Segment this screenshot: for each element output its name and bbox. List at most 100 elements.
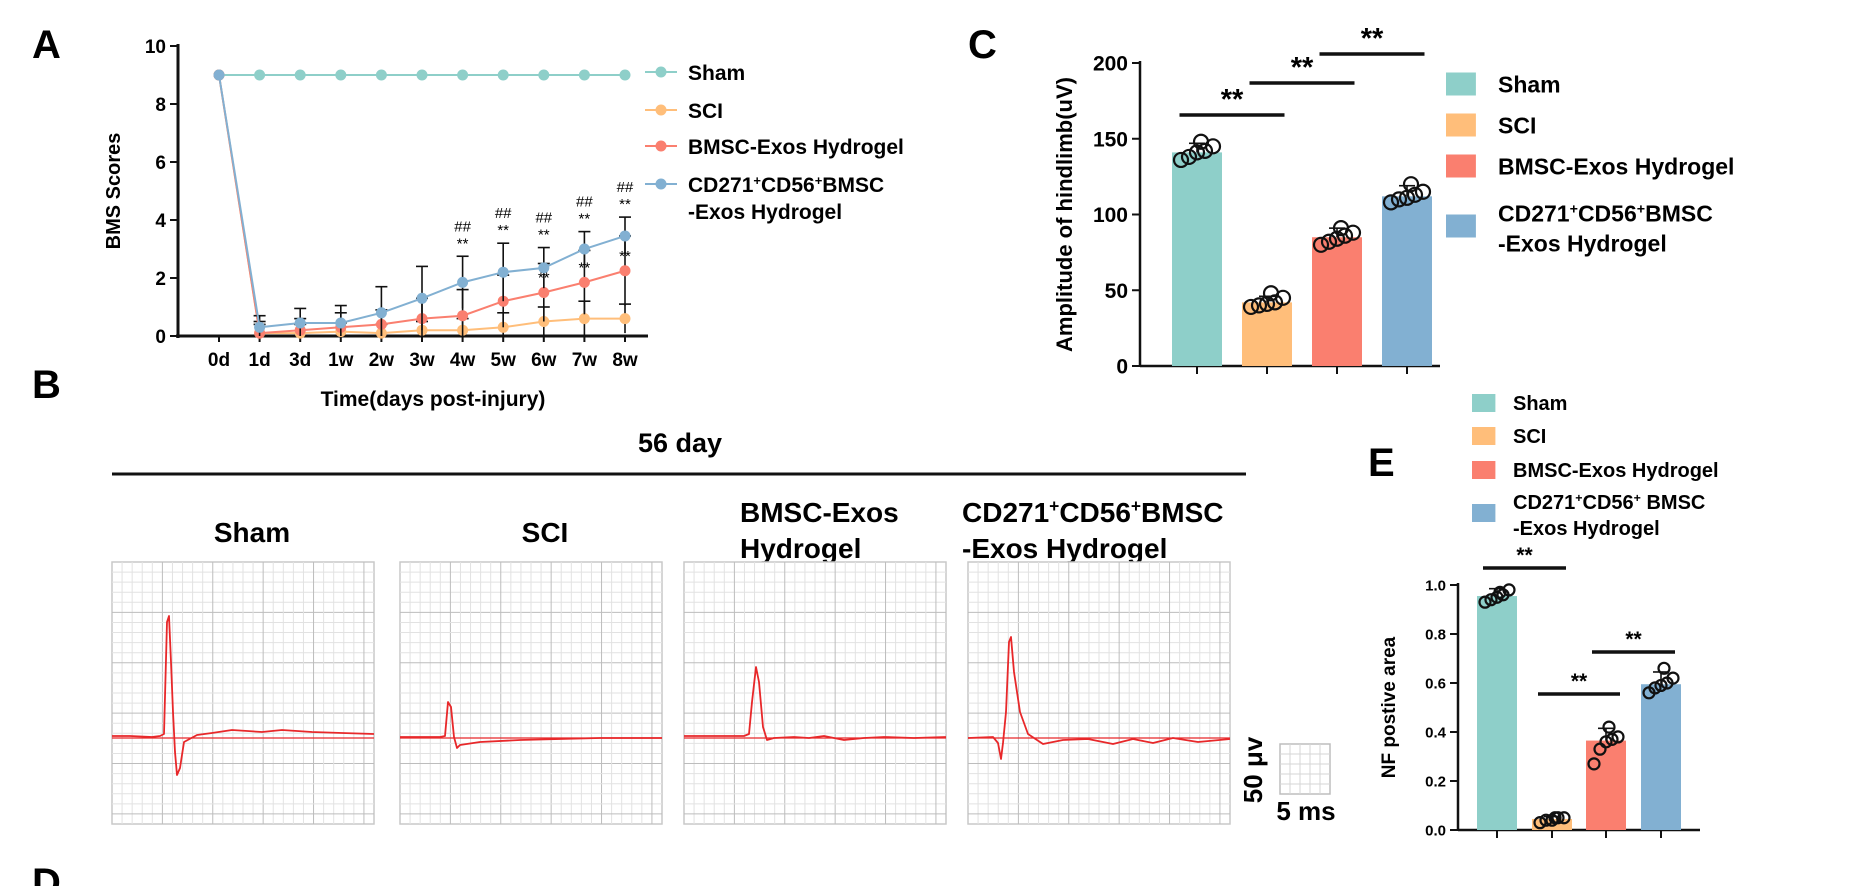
- chart-a-legend: Sham SCI BMSC-Exos Hydrogel CD271+CD56+BMSC…: [645, 62, 904, 224]
- chart-a-annotation-hash: ##: [454, 218, 471, 235]
- chart-a-point: [254, 321, 266, 333]
- chart-a-point: [375, 307, 387, 319]
- chart-e-data-point: [1587, 757, 1601, 771]
- chart-a-point: [538, 262, 550, 274]
- chart-c-legend-label: BMSC-Exos Hydrogel: [1498, 153, 1734, 179]
- chart-c-data-point: [1196, 142, 1214, 159]
- chart-a-point: [497, 266, 509, 278]
- chart-e-data-point: [1539, 813, 1553, 827]
- chart-e-data-point: [1602, 720, 1616, 734]
- chart-c-data-point: [1180, 148, 1198, 166]
- panel-label-a: A: [32, 23, 61, 67]
- chart-a-x-tick-label: 0d: [208, 350, 230, 371]
- chart-e-legend-swatch: [1472, 504, 1496, 522]
- chart-a-legend-label: Sham: [688, 62, 745, 85]
- chart-c-y-tick-label: 200: [1093, 53, 1128, 76]
- chart-c-data-point: [1332, 220, 1350, 237]
- chart-c-data-point: [1320, 233, 1338, 250]
- chart-a-point: [457, 276, 469, 288]
- chart-a-point: [375, 69, 387, 81]
- chart-e-significance-label: **: [1571, 670, 1588, 693]
- chart-e-y-tick-label: 0.6: [1425, 675, 1446, 692]
- chart-a-x-tick-label: 8w: [612, 350, 638, 371]
- chart-a-legend-label: -Exos Hydrogel: [688, 201, 842, 224]
- chart-a-point: [619, 69, 631, 81]
- panel-b-emg-trace: [967, 636, 1231, 760]
- chart-e-y-axis-label: NF postive area: [1379, 636, 1400, 778]
- chart-c-data-point: [1188, 144, 1206, 161]
- chart-e-data-point: [1557, 811, 1571, 825]
- chart-e-legend-swatch: [1472, 427, 1496, 445]
- chart-c-amplitude: 0 50 100 150 200 ** ** ** Amplitude of hindlim…: [1052, 23, 1734, 379]
- chart-a-annotation-hash: ##: [617, 179, 634, 196]
- chart-c-legend-swatch: [1446, 113, 1476, 137]
- chart-c-legend-swatch: [1446, 154, 1476, 178]
- chart-e-data-point: [1648, 681, 1662, 695]
- chart-a-point: [335, 69, 347, 81]
- chart-e-y-tick-label: 0.8: [1425, 626, 1446, 643]
- chart-c-significance-label: **: [1291, 52, 1314, 84]
- chart-c-data-point: [1258, 295, 1276, 312]
- chart-a-annotation-hash: ##: [576, 194, 593, 211]
- chart-e-legend-swatch: [1472, 461, 1496, 479]
- chart-a-x-tick-label: 1d: [249, 350, 271, 371]
- panel-b-group-label: BMSC-Exos: [740, 497, 899, 528]
- panel-b-emg-traces: 56 day Sham SCI BMSC-Exos Hydrogel CD271+CD5…: [111, 428, 1336, 826]
- chart-a-annotation-star: **: [619, 196, 631, 213]
- chart-c-legend-label: SCI: [1498, 112, 1536, 138]
- chart-e-data-point: [1599, 735, 1613, 749]
- chart-e-data-point: [1533, 816, 1547, 830]
- panel-b-groups: Sham SCI BMSC-Exos Hydrogel CD271+CD56+BMSC -…: [111, 496, 1231, 825]
- panel-b-grid: [111, 561, 375, 825]
- chart-c-data-point: [1266, 294, 1284, 311]
- chart-c-data-point: [1336, 227, 1354, 244]
- chart-a-point: [538, 69, 550, 81]
- chart-a-x-tick-label: 4w: [450, 350, 476, 371]
- panel-b-emg-trace: [400, 701, 662, 749]
- chart-a-x-tick-label: 3w: [409, 350, 435, 371]
- chart-a-point: [619, 230, 631, 242]
- chart-c-y-tick-label: 150: [1093, 128, 1128, 151]
- chart-e-data-point: [1605, 732, 1619, 746]
- chart-a-x-tick-label: 5w: [491, 350, 517, 371]
- chart-e-legend-label: SCI: [1513, 426, 1546, 448]
- panel-label-c: C: [968, 23, 997, 67]
- chart-a-point: [619, 313, 631, 325]
- chart-a-x-axis-label: Time(days post-injury): [321, 388, 546, 411]
- panel-b-group-label: SCI: [522, 517, 569, 548]
- chart-c-bar: [1382, 196, 1432, 366]
- chart-a-y-axis-label: BMS Scores: [103, 133, 125, 250]
- panel-b-group-label: CD271+CD56+BMSC: [962, 496, 1224, 528]
- chart-e-significance-label: **: [1516, 544, 1533, 567]
- chart-a-point: [457, 310, 469, 322]
- chart-a-point: [578, 69, 590, 81]
- chart-a-legend-marker: [655, 66, 667, 78]
- chart-a-x-tick-label: 2w: [369, 350, 395, 371]
- chart-e-data-point: [1484, 593, 1498, 607]
- chart-a-y-tick-label: 6: [155, 153, 166, 174]
- chart-e-data-point: [1548, 811, 1562, 825]
- chart-a-x-tick-label: 7w: [572, 350, 598, 371]
- chart-c-data-point: [1312, 236, 1330, 253]
- panel-b-group-label: -Exos Hydrogel: [962, 533, 1167, 564]
- panel-b-emg-trace: [684, 666, 947, 741]
- chart-e-marks: ** ** **: [1477, 544, 1681, 830]
- chart-e-legend: Sham SCI BMSC-Exos Hydrogel CD271+CD56+ BMS…: [1472, 393, 1719, 540]
- chart-e-bar: [1532, 818, 1572, 830]
- chart-e-bar: [1477, 596, 1517, 830]
- chart-c-bar: [1172, 152, 1222, 366]
- chart-c-legend-swatch: [1446, 214, 1476, 238]
- chart-e-legend-label: -Exos Hydrogel: [1513, 518, 1660, 540]
- chart-e-bar: [1586, 740, 1626, 830]
- panel-b-group-label: Sham: [214, 517, 290, 548]
- chart-c-legend: Sham SCI BMSC-Exos Hydrogel CD271+CD56+BMSC…: [1446, 71, 1734, 257]
- chart-c-y-tick-label: 50: [1105, 280, 1128, 303]
- chart-a-point: [416, 69, 428, 81]
- chart-a-annotation-hash: ##: [535, 210, 552, 227]
- panel-b-group-label: Hydrogel: [740, 533, 861, 564]
- chart-a-annotation-star: **: [579, 259, 591, 276]
- chart-c-legend-swatch: [1446, 72, 1476, 96]
- chart-a-point: [538, 287, 550, 298]
- chart-a-x-tick-label: 6w: [531, 350, 557, 371]
